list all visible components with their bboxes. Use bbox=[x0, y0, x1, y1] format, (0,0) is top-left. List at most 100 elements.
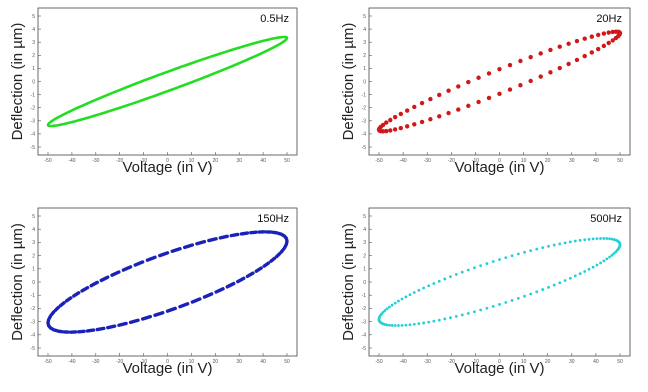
x-tick-label: -50 bbox=[44, 158, 51, 164]
data-point bbox=[618, 242, 622, 245]
data-point bbox=[473, 266, 476, 270]
x-tick-label: -20 bbox=[448, 158, 455, 164]
x-tick-label: 0 bbox=[166, 359, 169, 365]
data-point bbox=[158, 251, 170, 258]
data-point bbox=[510, 299, 514, 302]
data-point bbox=[392, 114, 398, 120]
data-point bbox=[589, 34, 595, 39]
y-tick-label: 1 bbox=[363, 66, 366, 72]
y-tick-label: 0 bbox=[363, 79, 366, 85]
x-tick-label: 10 bbox=[189, 158, 195, 164]
data-point bbox=[608, 237, 611, 241]
data-point bbox=[563, 279, 567, 282]
x-tick-label: -30 bbox=[424, 158, 431, 164]
data-point bbox=[610, 38, 615, 43]
y-tick-label: 4 bbox=[32, 27, 35, 33]
data-point bbox=[595, 237, 599, 241]
y-tick-label: 1 bbox=[32, 267, 35, 273]
data-point bbox=[95, 326, 106, 332]
data-point bbox=[408, 323, 412, 327]
data-point bbox=[605, 237, 609, 240]
data-point bbox=[498, 303, 501, 306]
data-point bbox=[190, 297, 202, 304]
y-tick-label: -5 bbox=[31, 346, 36, 352]
y-tick-label: -5 bbox=[362, 145, 367, 151]
data-point bbox=[182, 243, 195, 250]
x-tick-label: 50 bbox=[617, 158, 623, 164]
data-point bbox=[466, 311, 470, 315]
y-tick-label: -1 bbox=[362, 92, 367, 98]
data-point bbox=[214, 287, 225, 294]
data-point bbox=[518, 83, 523, 88]
data-point bbox=[589, 50, 595, 55]
y-tick-label: 1 bbox=[32, 66, 35, 72]
data-point bbox=[437, 279, 441, 283]
data-point bbox=[573, 274, 577, 278]
data-point bbox=[412, 104, 417, 110]
data-point bbox=[557, 65, 562, 71]
data-point bbox=[390, 324, 394, 327]
y-tick-label: -3 bbox=[362, 319, 367, 325]
data-point bbox=[404, 323, 408, 327]
x-tick-label: -40 bbox=[399, 359, 406, 365]
chart-panel-4: -50 -40 -30 -20 -10 0 10 20 30 40 50543210-1-2-3-4… bbox=[340, 207, 631, 377]
data-point bbox=[432, 282, 436, 285]
data-point bbox=[390, 303, 394, 307]
data-point bbox=[587, 237, 591, 241]
y-axis-label: Deflection (in µm) bbox=[9, 223, 26, 341]
data-point bbox=[427, 284, 431, 288]
y-tick-label: 5 bbox=[363, 14, 366, 20]
data-point bbox=[606, 30, 611, 35]
data-point bbox=[385, 307, 389, 311]
data-point bbox=[568, 276, 572, 280]
data-point bbox=[422, 286, 426, 290]
x-tick-label: -40 bbox=[399, 158, 406, 164]
y-tick-label: -1 bbox=[31, 293, 36, 299]
x-tick-label: 10 bbox=[189, 359, 195, 365]
data-point bbox=[460, 313, 464, 317]
chart-panel-2: -50 -40 -30 -20 -10 0 10 20 30 40 50543210-1-2-3-4… bbox=[340, 7, 631, 176]
y-tick-label: -2 bbox=[31, 306, 36, 312]
x-tick-label: 20 bbox=[545, 158, 551, 164]
data-point bbox=[170, 247, 182, 253]
data-point bbox=[548, 70, 553, 75]
data-point bbox=[64, 296, 73, 303]
x-tick-label: -30 bbox=[92, 158, 99, 164]
data-point bbox=[497, 91, 502, 97]
data-point bbox=[99, 275, 110, 283]
data-point bbox=[566, 41, 571, 46]
data-point bbox=[529, 249, 533, 253]
x-axis-label: Voltage (in V) bbox=[122, 159, 212, 176]
data-point bbox=[50, 310, 56, 317]
x-axis-label: Voltage (in V) bbox=[454, 360, 544, 377]
data-point bbox=[446, 88, 451, 93]
data-point bbox=[541, 288, 545, 291]
data-point bbox=[601, 31, 607, 36]
x-tick-label: 10 bbox=[521, 359, 527, 365]
data-point bbox=[446, 110, 451, 116]
y-tick-label: 3 bbox=[32, 240, 35, 246]
data-point bbox=[552, 283, 556, 287]
data-point bbox=[456, 107, 461, 112]
data-point bbox=[498, 258, 501, 261]
plot-area bbox=[37, 7, 298, 156]
data-point bbox=[412, 122, 417, 127]
y-tick-label: -4 bbox=[31, 132, 36, 138]
data-point bbox=[547, 244, 550, 248]
data-point bbox=[133, 260, 145, 267]
data-point bbox=[535, 290, 539, 294]
y-tick-label: -3 bbox=[362, 119, 367, 125]
data-point bbox=[541, 246, 545, 250]
y-tick-label: 3 bbox=[363, 240, 366, 246]
data-point bbox=[529, 292, 533, 296]
data-point bbox=[229, 232, 240, 238]
data-point bbox=[466, 268, 470, 272]
y-tick-label: 3 bbox=[32, 40, 35, 46]
data-point bbox=[428, 117, 433, 122]
data-point bbox=[583, 270, 587, 273]
data-point bbox=[479, 308, 483, 312]
x-tick-label: 50 bbox=[284, 158, 290, 164]
y-tick-label: 2 bbox=[363, 253, 366, 259]
data-point bbox=[606, 40, 611, 46]
